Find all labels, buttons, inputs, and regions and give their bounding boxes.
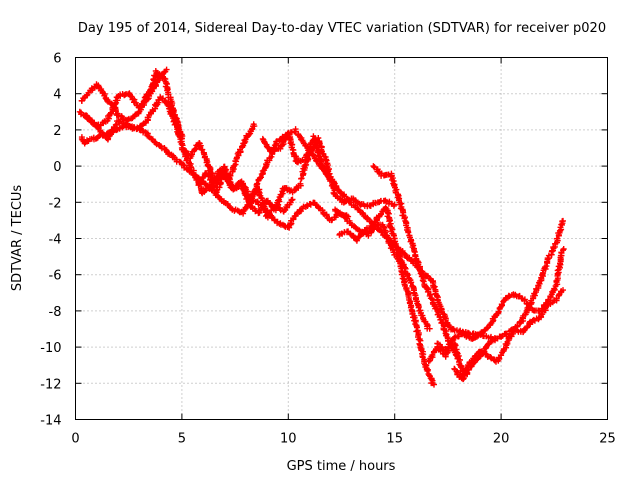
data-point xyxy=(489,336,496,342)
y-tick-label: 4 xyxy=(53,88,61,103)
data-point xyxy=(298,175,305,182)
data-point xyxy=(429,296,435,302)
data-point xyxy=(560,287,566,294)
series-scattered xyxy=(78,123,496,342)
data-point xyxy=(560,217,566,224)
x-axis-label: GPS time / hours xyxy=(287,459,396,474)
y-tick-label: -2 xyxy=(49,196,62,211)
data-point xyxy=(520,326,527,333)
data-point xyxy=(273,138,280,145)
data-point xyxy=(407,279,414,286)
y-tick-label: -14 xyxy=(40,414,61,429)
data-point xyxy=(315,135,322,141)
chart-title: Day 195 of 2014, Sidereal Day-to-day VTE… xyxy=(78,21,606,36)
data-point xyxy=(289,196,296,203)
x-tick-label: 15 xyxy=(386,432,403,447)
series-trace-12 xyxy=(370,163,461,362)
data-point xyxy=(199,146,206,153)
data-point xyxy=(163,66,170,73)
series-trace-14 xyxy=(434,246,567,354)
y-tick-label: 2 xyxy=(53,124,61,139)
data-point xyxy=(424,368,431,375)
data-point xyxy=(245,131,252,138)
data-point xyxy=(197,176,204,183)
data-point xyxy=(127,92,134,99)
data-point xyxy=(390,202,397,209)
data-point xyxy=(284,130,291,137)
x-tick-labels: 0 5 10 15 20 25 xyxy=(71,432,615,447)
y-axis-label: SDTVAR / TECUs xyxy=(10,185,25,292)
series-trace-7 xyxy=(242,192,352,231)
data-point xyxy=(481,348,488,355)
data-point xyxy=(419,277,426,284)
data-point xyxy=(370,163,377,170)
y-tick-label: -10 xyxy=(40,341,61,356)
x-tick-label: 10 xyxy=(280,432,297,447)
data-point xyxy=(258,174,264,181)
x-tick-label: 5 xyxy=(178,432,186,447)
x-tick-label: 0 xyxy=(71,432,79,447)
y-tick-label: 6 xyxy=(53,52,61,67)
data-point xyxy=(405,229,412,236)
y-tick-label: -12 xyxy=(40,377,61,392)
data-point xyxy=(560,246,567,252)
data-point xyxy=(275,197,281,204)
series-trace-15 xyxy=(451,287,566,383)
data-point xyxy=(141,94,148,101)
y-tick-label: -6 xyxy=(49,269,62,284)
y-tick-labels: -14 -12 -10 -8 -6 -4 -2 0 2 4 6 xyxy=(40,52,61,429)
data-points xyxy=(76,66,567,388)
data-point xyxy=(248,194,255,201)
y-tick-label: 0 xyxy=(53,160,61,175)
y-tick-label: -4 xyxy=(49,233,62,248)
data-point xyxy=(404,272,411,279)
plot-frame xyxy=(75,57,608,420)
data-point xyxy=(288,197,295,204)
data-point xyxy=(250,121,257,128)
data-point xyxy=(321,168,328,175)
data-point xyxy=(307,200,314,207)
x-tick-label: 25 xyxy=(599,432,616,447)
data-point xyxy=(115,112,122,119)
data-point xyxy=(191,146,198,153)
data-point xyxy=(426,325,433,332)
y-tick-label: -8 xyxy=(49,305,62,320)
data-point xyxy=(431,381,437,388)
grid-lines xyxy=(75,57,608,420)
x-tick-label: 20 xyxy=(493,432,510,447)
data-point xyxy=(289,146,296,153)
data-point xyxy=(254,180,261,187)
